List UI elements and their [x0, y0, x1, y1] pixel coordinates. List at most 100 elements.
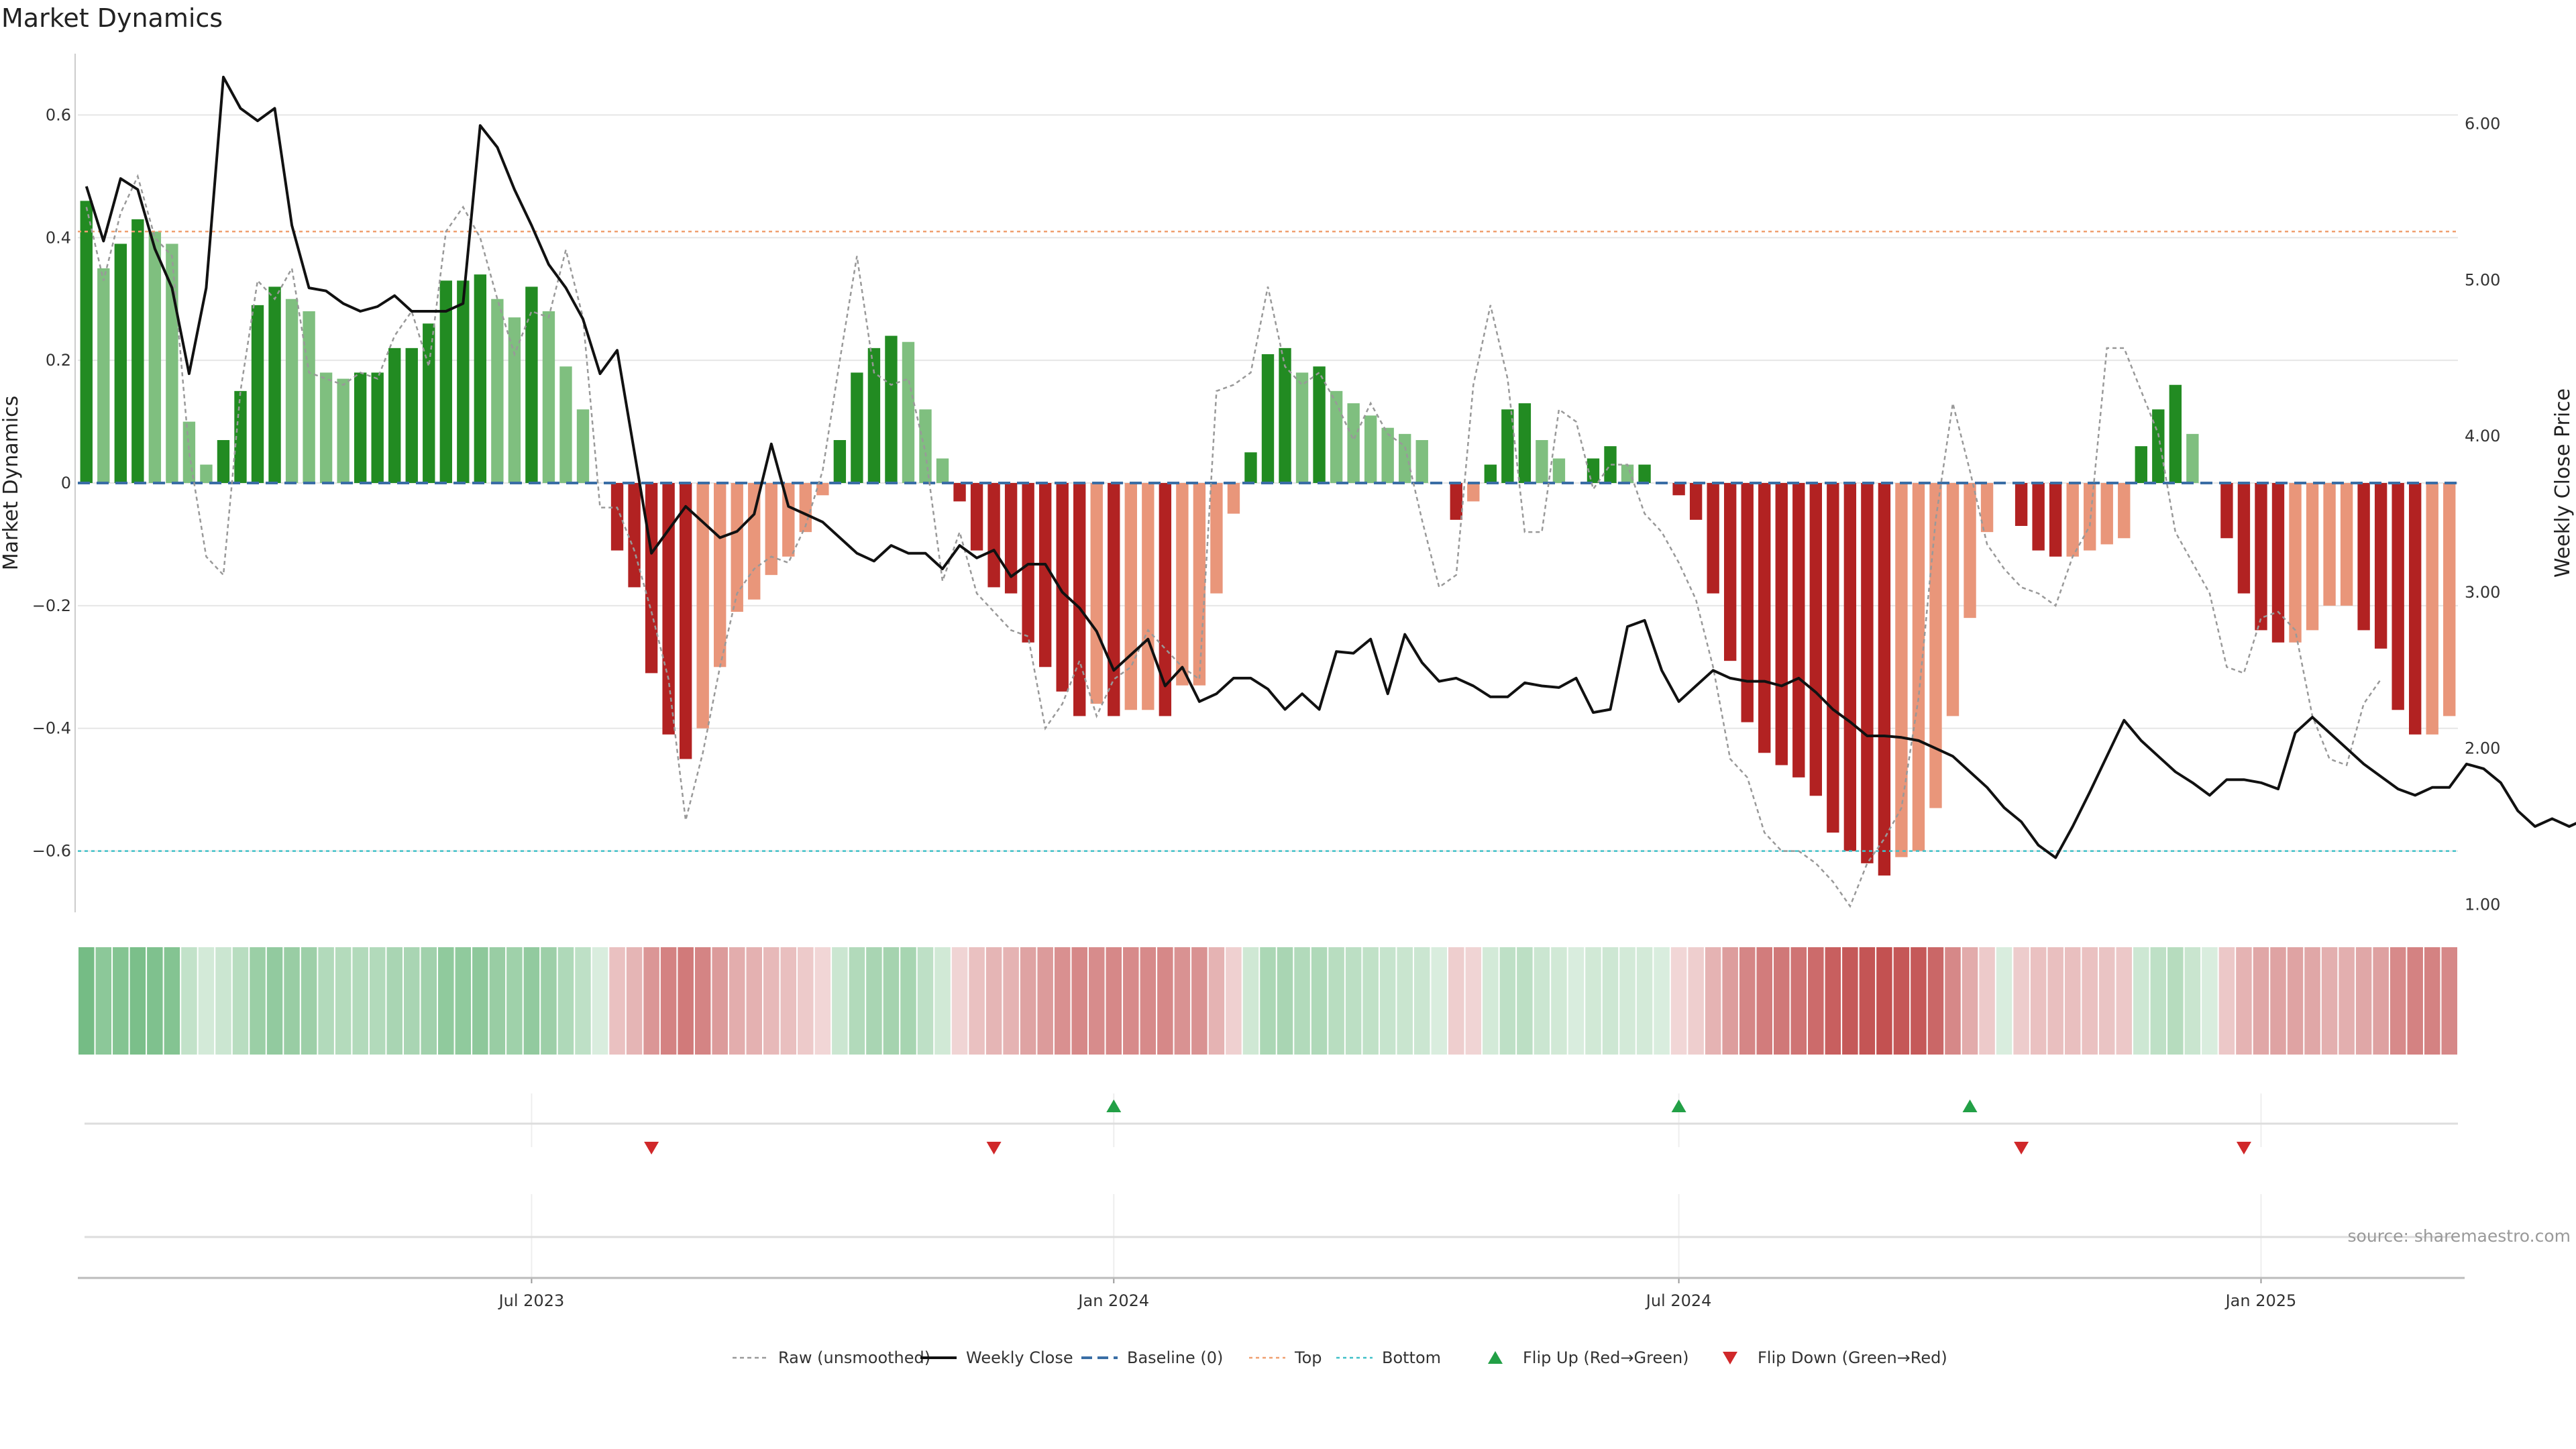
- heatstrip-cell: [78, 947, 95, 1055]
- bars-layer: [80, 201, 2456, 876]
- heatstrip-cell: [969, 947, 985, 1055]
- heatstrip-cell: [2253, 947, 2269, 1055]
- heatstrip-cell: [660, 947, 677, 1055]
- dynamics-bar: [200, 464, 213, 483]
- dynamics-bar: [714, 483, 727, 667]
- dynamics-bar: [2392, 483, 2404, 710]
- dynamics-bar: [1073, 483, 1086, 716]
- heatstrip-cell: [2150, 947, 2167, 1055]
- heatstrip-cell: [1893, 947, 1910, 1055]
- dynamics-bar: [1895, 483, 1908, 857]
- dynamics-bar: [508, 317, 521, 483]
- dynamics-bar: [1124, 483, 1137, 710]
- x-tick-label: Jul 2023: [498, 1291, 565, 1310]
- dynamics-bar: [1878, 483, 1891, 876]
- dynamics-bar: [1552, 458, 1566, 483]
- dynamics-bar: [1142, 483, 1155, 710]
- heatstrip-cell: [1260, 947, 1276, 1055]
- dynamics-bar: [1536, 440, 1548, 483]
- flip-markers: [644, 1099, 2251, 1155]
- y-tick-label: 0.2: [46, 351, 71, 370]
- heatstrip-cell: [2304, 947, 2320, 1055]
- heatstrip-cell: [1722, 947, 1738, 1055]
- legend-item-flip_down: Flip Down (Green→Red): [1723, 1348, 1947, 1367]
- dynamics-bar: [2118, 483, 2131, 539]
- heatstrip-cell: [985, 947, 1002, 1055]
- heatstrip-cell: [2202, 947, 2218, 1055]
- dynamics-bar: [1279, 347, 1291, 483]
- heatstrip-cell: [1071, 947, 1087, 1055]
- dynamics-bar: [576, 409, 590, 483]
- y-tick-label: 0.6: [46, 105, 71, 124]
- dynamics-bar: [2135, 446, 2147, 483]
- dynamics-bar: [1501, 409, 1514, 483]
- dynamics-bar: [2255, 483, 2267, 631]
- dynamics-bar: [1792, 483, 1805, 777]
- legend-label: Flip Up (Red→Green): [1523, 1348, 1689, 1367]
- heatstrip-cell: [1294, 947, 1310, 1055]
- heatstrip-cell: [301, 947, 317, 1055]
- dynamics-bar: [1946, 483, 1960, 716]
- dynamics-bar: [337, 378, 350, 483]
- heatstrip-cell: [1962, 947, 1978, 1055]
- weekly-close-line: [85, 75, 2576, 859]
- dynamics-bar: [2443, 483, 2456, 716]
- dynamics-bar: [1364, 415, 1377, 483]
- dynamics-bar: [1210, 483, 1223, 594]
- dynamics-bar: [457, 280, 470, 483]
- dynamics-bar: [2374, 483, 2387, 649]
- heatstrip-cell: [113, 947, 129, 1055]
- legend-item-close: Weekly Close: [920, 1348, 1073, 1367]
- heatstrip-cell: [1020, 947, 1036, 1055]
- dynamics-bar: [1381, 427, 1394, 483]
- heatstrip-cell: [1670, 947, 1687, 1055]
- heatstrip-cell: [1311, 947, 1328, 1055]
- dynamics-bar: [1347, 403, 1360, 483]
- heatstrip-cell: [1619, 947, 1635, 1055]
- dynamics-bar: [542, 311, 555, 483]
- lines-layer: [78, 75, 2576, 908]
- flip-up-marker: [1962, 1099, 1978, 1112]
- heatstrip-cell: [1140, 947, 1157, 1055]
- dynamics-bar: [1775, 483, 1788, 765]
- dynamics-bar: [1056, 483, 1069, 692]
- heatstrip-cell: [1431, 947, 1448, 1055]
- heatstrip-cell: [1277, 947, 1293, 1055]
- heatstrip-cell: [2184, 947, 2201, 1055]
- heatstrip-cell: [1123, 947, 1139, 1055]
- dynamics-bar: [1707, 483, 1719, 594]
- heatstrip-cell: [1397, 947, 1413, 1055]
- dynamics-bar: [525, 286, 538, 483]
- x-tick-label: Jul 2024: [1645, 1291, 1712, 1310]
- y2-tick-label: 3.00: [2465, 583, 2500, 602]
- dynamics-bar: [303, 311, 315, 483]
- dynamics-bar: [1295, 372, 1309, 483]
- heatstrip-cell: [215, 947, 231, 1055]
- dynamics-bar: [439, 280, 452, 483]
- dynamics-bar: [970, 483, 983, 551]
- heatstrip-cell: [798, 947, 814, 1055]
- heatstrip-cell: [1448, 947, 1464, 1055]
- heatstrip-cell: [2013, 947, 2029, 1055]
- heatstrip-cell: [1654, 947, 1670, 1055]
- dynamics-bar: [1621, 464, 1634, 483]
- dynamics-bar: [1843, 483, 1857, 851]
- heatstrip-cell: [198, 947, 215, 1055]
- heatstrip-cell: [318, 947, 334, 1055]
- heatstrip-cell: [1945, 947, 1961, 1055]
- y-tick-label: −0.4: [32, 719, 71, 738]
- dynamics-bar: [1638, 464, 1651, 483]
- dynamics-bar: [1244, 452, 1257, 483]
- heatstrip-cell: [694, 947, 711, 1055]
- dynamics-bar: [1518, 403, 1532, 483]
- heatstrip-cell: [1911, 947, 1927, 1055]
- dynamics-bar: [1193, 483, 1206, 686]
- dynamics-bar: [679, 483, 692, 759]
- dynamics-bar: [319, 372, 333, 483]
- legend-item-flip_up: Flip Up (Red→Green): [1488, 1348, 1689, 1367]
- heatstrip-cell: [2441, 947, 2457, 1055]
- dynamics-bar: [2426, 483, 2438, 735]
- dynamics-bar: [182, 421, 196, 483]
- legend: Raw (unsmoothed) Weekly Close Baseline (0)…: [733, 1348, 1947, 1367]
- dynamics-bar: [2015, 483, 2028, 526]
